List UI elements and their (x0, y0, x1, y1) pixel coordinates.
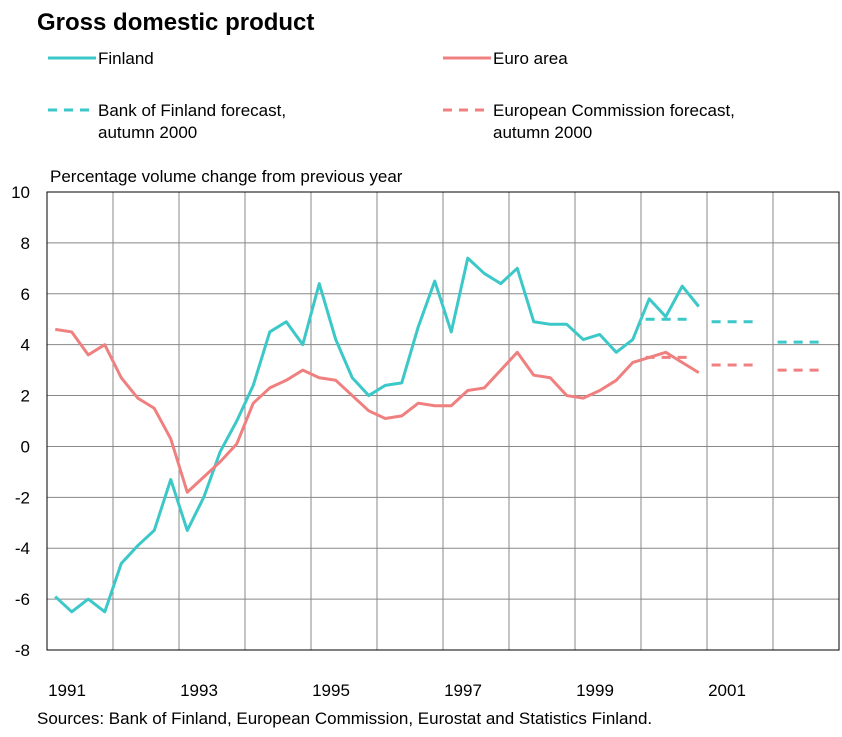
legend-label: Finland (98, 49, 154, 68)
legend-label: Euro area (493, 49, 568, 68)
y-tick-label: -4 (15, 539, 30, 558)
y-tick-label: -8 (15, 641, 30, 660)
y-tick-label: 10 (11, 183, 30, 202)
y-tick-label: 2 (21, 387, 30, 406)
x-tick-label: 2001 (708, 681, 746, 700)
legend-label: Bank of Finland forecast, autumn 2000 (98, 101, 286, 142)
plot-frame (46, 191, 840, 651)
legend-label: European Commission forecast, autumn 2000 (493, 101, 735, 142)
y-tick-label: 6 (21, 285, 30, 304)
y-axis-label: Percentage volume change from previous y… (50, 167, 403, 186)
chart-title: Gross domestic product (37, 9, 314, 36)
y-tick-label: -2 (15, 488, 30, 507)
x-tick-label: 1997 (444, 681, 482, 700)
x-tick-label: 1991 (48, 681, 86, 700)
series-line (54, 256, 700, 614)
y-tick-label: -6 (15, 590, 30, 609)
x-tick-label: 1999 (576, 681, 614, 700)
y-tick-label: 0 (21, 437, 30, 456)
series-line (55, 327, 700, 494)
y-tick-label: 4 (21, 336, 30, 355)
x-tick-label: 1993 (180, 681, 218, 700)
x-tick-label: 1995 (312, 681, 350, 700)
y-tick-label: 8 (21, 234, 30, 253)
source: Sources: Bank of Finland, European Commi… (37, 709, 652, 728)
